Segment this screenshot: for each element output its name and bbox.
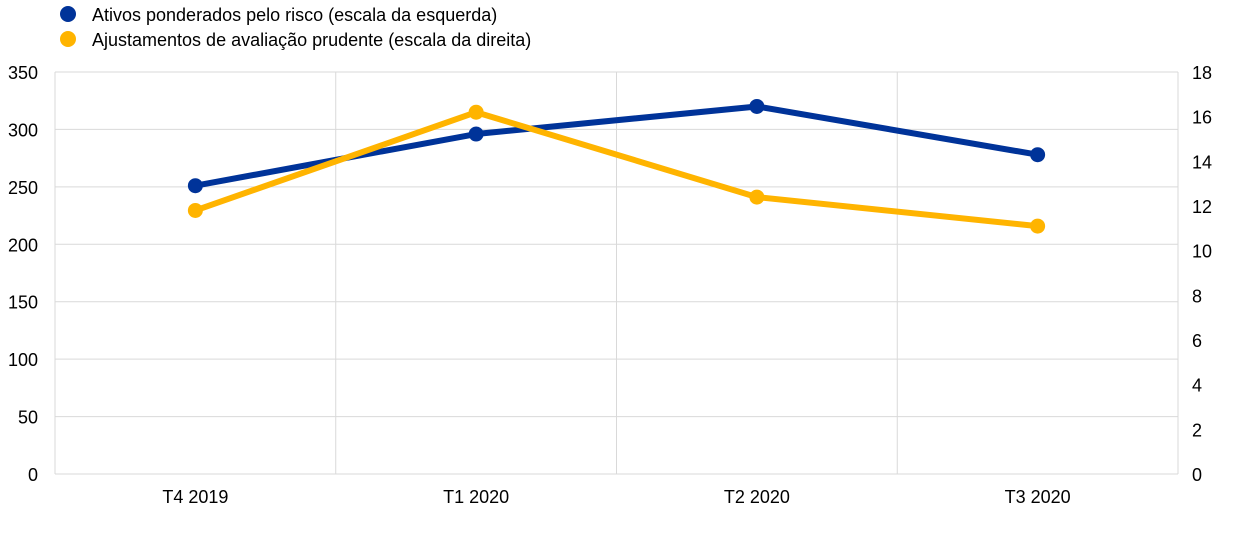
right-axis-tick-label: 16 xyxy=(1192,108,1212,128)
left-axis-tick-label: 100 xyxy=(8,350,38,370)
left-axis-tick-label: 300 xyxy=(8,120,38,140)
left-axis-tick-label: 250 xyxy=(8,178,38,198)
data-point-1 xyxy=(468,104,484,120)
left-axis-tick-label: 150 xyxy=(8,293,38,313)
right-axis-tick-label: 18 xyxy=(1192,63,1212,83)
x-axis-tick-label: T2 2020 xyxy=(724,487,790,507)
x-axis-tick-label: T4 2019 xyxy=(162,487,228,507)
x-axis-tick-label: T3 2020 xyxy=(1005,487,1071,507)
data-point-0 xyxy=(749,98,765,114)
right-axis-tick-label: 4 xyxy=(1192,376,1202,396)
data-point-0 xyxy=(1030,147,1046,163)
left-axis-tick-label: 200 xyxy=(8,235,38,255)
series-line-1 xyxy=(194,109,1038,230)
legend-label: Ajustamentos de avaliação prudente (esca… xyxy=(92,30,531,50)
data-point-0 xyxy=(187,178,203,194)
left-axis-tick-label: 50 xyxy=(18,408,38,428)
left-axis-tick-label: 350 xyxy=(8,63,38,83)
legend-item-risk-weighted-assets: Ativos ponderados pelo risco (escala da … xyxy=(60,5,497,25)
legend-item-prudent-valuation: Ajustamentos de avaliação prudente (esca… xyxy=(60,30,531,50)
right-axis-tick-label: 8 xyxy=(1192,286,1202,306)
right-axis-tick-label: 10 xyxy=(1192,242,1212,262)
right-axis-tick-label: 2 xyxy=(1192,420,1202,440)
series xyxy=(187,98,1046,234)
data-point-1 xyxy=(1030,218,1046,234)
right-axis-tick-label: 14 xyxy=(1192,152,1212,172)
legend-marker xyxy=(60,6,76,22)
data-point-0 xyxy=(468,126,484,142)
x-axis-tick-label: T1 2020 xyxy=(443,487,509,507)
legend-label: Ativos ponderados pelo risco (escala da … xyxy=(92,5,497,25)
legend-marker xyxy=(60,31,76,47)
right-axis-tick-label: 0 xyxy=(1192,465,1202,485)
left-axis-tick-label: 0 xyxy=(28,465,38,485)
grid xyxy=(54,71,1179,475)
right-axis-tick-label: 6 xyxy=(1192,331,1202,351)
data-point-1 xyxy=(187,202,203,218)
right-axis-tick-label: 12 xyxy=(1192,197,1212,217)
data-point-1 xyxy=(749,189,765,205)
legend: Ativos ponderados pelo risco (escala da … xyxy=(60,5,531,50)
axes: 0 50 100 150 200 250 300 350 0 2 4 6 8 10 12 14 16 18 T4 2… xyxy=(8,63,1212,507)
